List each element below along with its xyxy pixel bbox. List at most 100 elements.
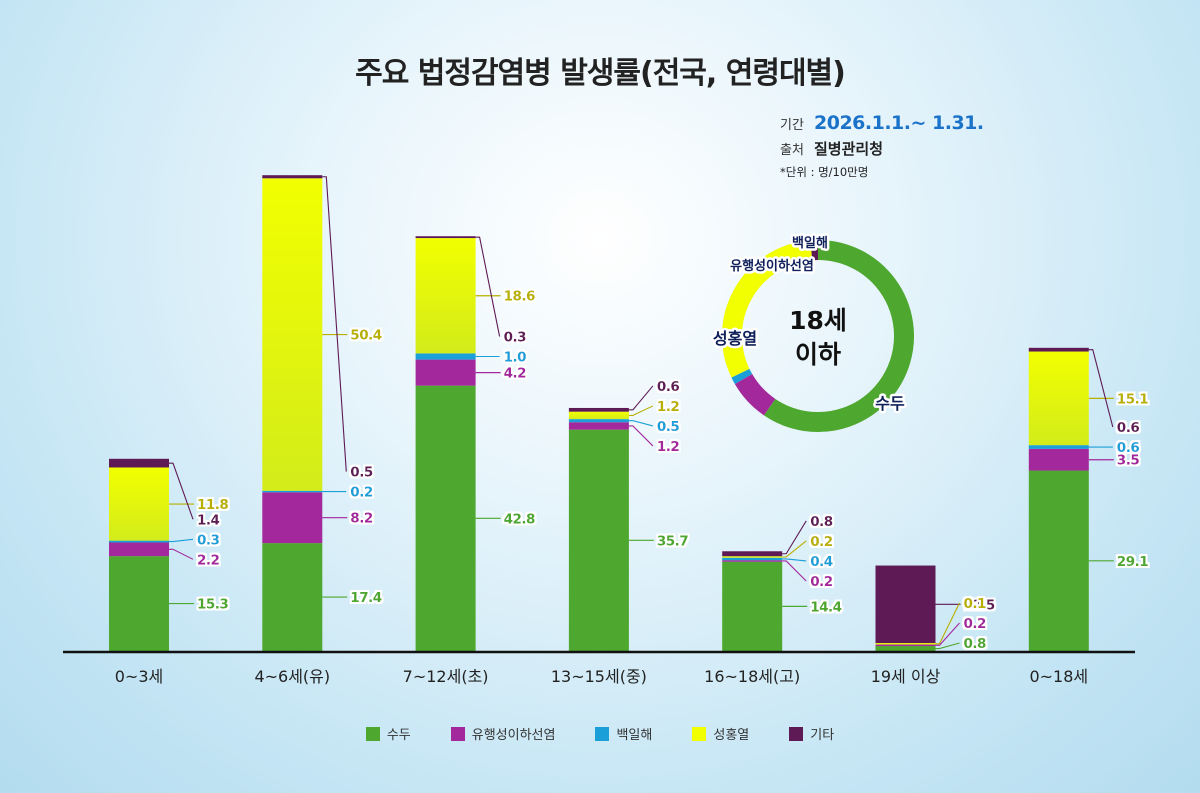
x-tick-label-3: 13~15세(중) <box>551 667 647 686</box>
bar-seg-blue-3 <box>568 419 629 423</box>
data-label-blue-2: 1.0 <box>475 350 527 366</box>
svg-text:1.2: 1.2 <box>657 399 680 415</box>
svg-text:3.5: 3.5 <box>1117 453 1140 469</box>
data-label-plum-3: 0.6 <box>628 379 680 411</box>
svg-text:15.1: 15.1 <box>1117 391 1148 407</box>
bar-seg-blue-4 <box>722 557 783 561</box>
legend-label-blue: 백일해 <box>616 728 653 743</box>
legend-swatch-green <box>365 726 380 741</box>
legend-swatch-plum <box>789 726 804 741</box>
donut-slice-purple <box>734 373 776 416</box>
svg-text:0.6: 0.6 <box>1117 440 1140 456</box>
bar-seg-plum-0 <box>109 458 169 468</box>
data-label-green-0: 15.3 <box>169 597 229 613</box>
bar-seg-purple-4 <box>722 560 783 562</box>
svg-text:0.2: 0.2 <box>964 616 987 632</box>
bar-seg-purple-3 <box>568 422 629 430</box>
legend-item-green: 수두 <box>365 724 411 743</box>
data-label-purple-4: 0.2 <box>782 560 833 590</box>
svg-text:12.5: 12.5 <box>964 597 995 613</box>
svg-text:11.8: 11.8 <box>197 497 228 513</box>
bar-seg-purple-5 <box>875 644 936 647</box>
period-label: 기간 <box>780 118 804 133</box>
data-label-plum-2: 0.3 <box>475 236 527 346</box>
x-tick-label-2: 7~12세(초) <box>403 667 489 686</box>
x-tick-label-4: 16~18세(고) <box>704 667 800 686</box>
donut-slice-blue <box>731 368 753 385</box>
bar-seg-yellow-2 <box>415 238 476 354</box>
data-label-yellow-5: 0.1 <box>935 596 987 645</box>
data-label-green-5: 0.8 <box>935 636 987 652</box>
svg-text:수두: 수두 <box>875 394 905 413</box>
bar-seg-plum-2 <box>415 236 476 239</box>
bar-seg-purple-0 <box>109 542 169 557</box>
svg-text:유행성이하선염: 유행성이하선염 <box>730 258 814 274</box>
donut-center-line2: 이하 <box>795 340 841 369</box>
legend-label-yellow: 성홍열 <box>713 728 750 743</box>
bar-seg-green-2 <box>415 385 476 651</box>
svg-text:35.7: 35.7 <box>657 533 688 549</box>
data-label-green-4: 14.4 <box>782 599 842 615</box>
data-label-yellow-4: 0.2 <box>782 534 833 558</box>
svg-text:1.4: 1.4 <box>197 512 220 528</box>
svg-text:백일해: 백일해 <box>792 235 828 251</box>
bar-seg-yellow-4 <box>722 556 783 558</box>
unit-note: *단위 : 명/10만명 <box>780 165 869 179</box>
bar-seg-green-5 <box>875 646 936 651</box>
svg-text:2.2: 2.2 <box>197 552 220 568</box>
bar-seg-purple-2 <box>415 359 476 386</box>
svg-text:성홍열: 성홍열 <box>713 329 757 348</box>
source-label: 출처 <box>780 143 804 158</box>
data-label-green-6: 29.1 <box>1088 554 1149 570</box>
svg-text:0.8: 0.8 <box>964 636 987 652</box>
legend-item-purple: 유행성이하선염 <box>450 724 556 743</box>
svg-text:0.6: 0.6 <box>657 379 680 395</box>
bar-seg-blue-6 <box>1028 445 1089 449</box>
svg-text:1.0: 1.0 <box>504 350 527 366</box>
svg-text:유행성이하선염: 유행성이하선염 <box>730 258 814 274</box>
bars-layer <box>109 175 1089 651</box>
data-label-plum-5: 12.5 <box>935 597 995 613</box>
bar-seg-yellow-3 <box>568 411 629 420</box>
bar-seg-blue-2 <box>415 353 476 360</box>
svg-text:수두: 수두 <box>875 394 905 413</box>
bar-seg-blue-1 <box>262 490 323 493</box>
svg-text:성홍열: 성홍열 <box>713 329 757 348</box>
svg-text:0.2: 0.2 <box>810 574 833 590</box>
bar-seg-plum-4 <box>722 551 783 557</box>
donut-slice-green <box>764 240 914 432</box>
svg-text:29.1: 29.1 <box>1117 554 1148 570</box>
bar-seg-plum-5 <box>875 565 936 644</box>
bar-seg-purple-1 <box>262 492 323 544</box>
source-row: 출처 질병관리청 <box>780 138 984 164</box>
data-label-purple-1: 8.2 <box>322 511 373 527</box>
legend-label-plum: 기타 <box>810 728 835 743</box>
bar-seg-green-0 <box>109 556 169 651</box>
data-label-purple-0: 2.2 <box>169 548 220 568</box>
source-value: 질병관리청 <box>814 140 884 158</box>
data-label-blue-0: 0.3 <box>169 532 220 548</box>
svg-text:0.2: 0.2 <box>810 534 833 550</box>
svg-text:0.5: 0.5 <box>657 419 680 435</box>
x-tick-labels-layer: 0~3세 4~6세(유) 7~12세(초) 13~15세(중) 16~18세(고) 19세… <box>115 667 1088 686</box>
bar-seg-purple-6 <box>1028 448 1089 471</box>
legend-label-purple: 유행성이하선염 <box>471 728 556 743</box>
svg-text:1.2: 1.2 <box>657 439 680 455</box>
data-label-yellow-6: 15.1 <box>1088 391 1149 407</box>
svg-text:4.2: 4.2 <box>504 366 527 382</box>
donut-center-line1: 18세 <box>789 306 847 335</box>
bar-seg-plum-3 <box>568 407 629 412</box>
bar-seg-green-3 <box>568 429 629 651</box>
svg-text:17.4: 17.4 <box>350 590 381 606</box>
bar-seg-green-4 <box>722 561 783 651</box>
svg-text:42.8: 42.8 <box>504 511 535 527</box>
svg-text:14.4: 14.4 <box>810 599 841 615</box>
data-label-yellow-0: 11.8 <box>169 497 229 513</box>
svg-text:15.3: 15.3 <box>197 597 228 613</box>
legend-item-yellow: 성홍열 <box>692 724 749 743</box>
data-label-yellow-2: 18.6 <box>475 289 536 305</box>
legend-item-blue: 백일해 <box>595 724 652 743</box>
x-tick-label-5: 19세 이상 <box>871 667 941 686</box>
